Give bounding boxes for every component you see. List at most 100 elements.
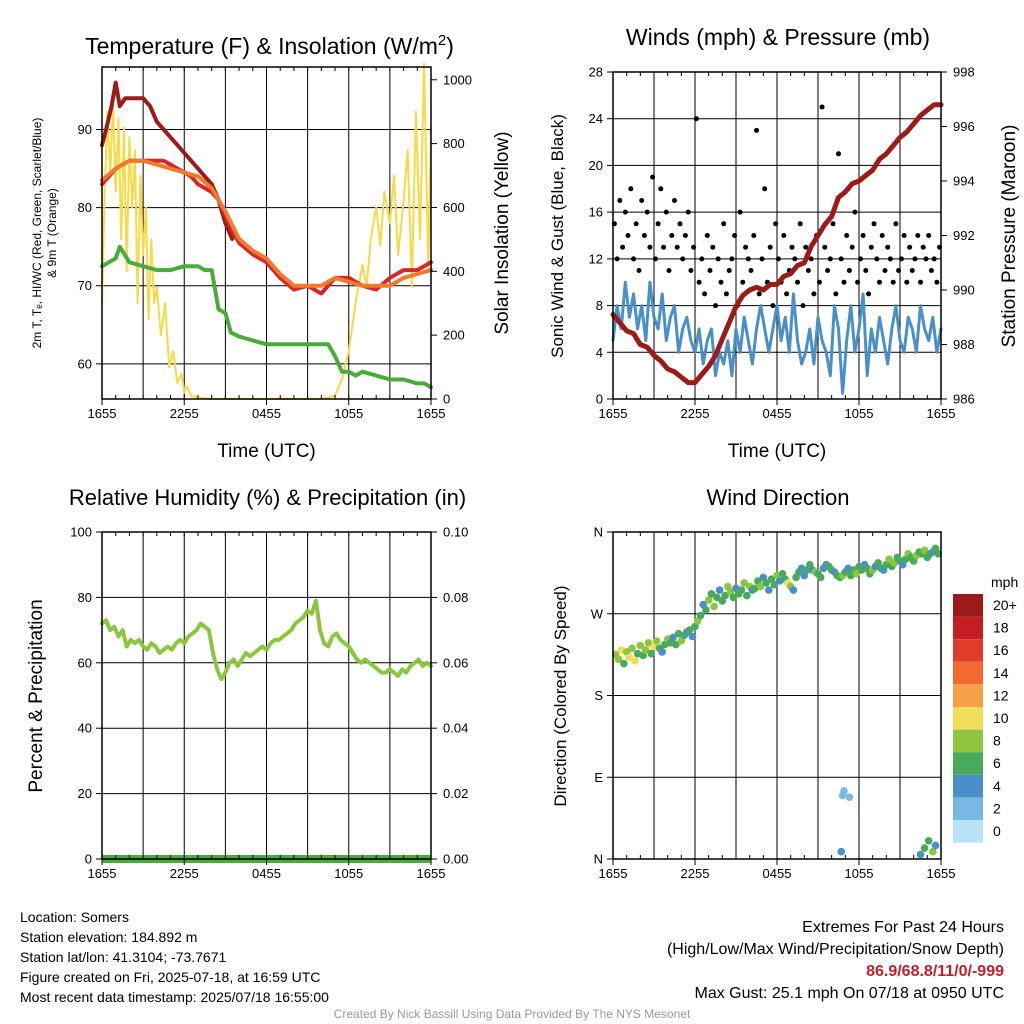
colorbar-label: 4 (993, 778, 1001, 794)
colorbar-swatch (953, 594, 983, 617)
gust-point (816, 279, 822, 285)
direction-point (756, 582, 765, 591)
gust-point (808, 256, 814, 262)
direction-point (920, 546, 929, 554)
gust-point (803, 244, 809, 250)
gust-point (699, 256, 705, 262)
colorbar-swatch (953, 752, 983, 775)
gust-point (800, 303, 806, 309)
location-text: Location: Somers (20, 909, 129, 925)
direction-point (837, 847, 845, 856)
gust-point (710, 244, 716, 250)
gust-point (855, 279, 861, 285)
direction-point (702, 606, 710, 614)
colorbar-label: 2 (993, 800, 1001, 816)
gust-point (896, 268, 902, 273)
direction-point (647, 649, 656, 658)
direction-point (920, 844, 929, 852)
y-tick-label-left: 20 (589, 158, 603, 173)
y-tick-label-left: 80 (78, 590, 92, 605)
gust-point (729, 256, 735, 262)
y-axis-label-right: Station Pressure (Maroon) (999, 125, 1020, 348)
gust-point (650, 174, 656, 180)
direction-point (625, 653, 634, 662)
y-axis-label: Direction (Colored By Speed) (551, 585, 570, 806)
direction-point (644, 639, 653, 647)
y-tick-label-left: 60 (78, 655, 92, 670)
gust-point (923, 256, 929, 262)
recent-text: Most recent data timestamp: 2025/07/18 1… (20, 989, 329, 1005)
gust-point (718, 279, 724, 285)
y-tick-label-right: 994 (953, 174, 975, 189)
winds-panel: 0 4 8 12 16 20 24 28 986 988 990 992 994 996 998 1655 22… (548, 24, 1020, 462)
gust-point (628, 186, 634, 192)
gust-point (745, 256, 751, 262)
gust-point (871, 221, 877, 227)
direction-point (710, 602, 718, 611)
gust-point (704, 233, 710, 238)
y-tick-label-right: 0.10 (443, 525, 468, 540)
gust-point (852, 209, 858, 215)
direction-point (929, 847, 937, 856)
gust-point (677, 221, 683, 227)
y-tick-label-left: 100 (70, 525, 92, 540)
gust-point (928, 268, 934, 273)
y-tick-label-left: 90 (78, 122, 92, 137)
direction-point (628, 644, 636, 653)
temperature-panel: 60 70 80 90 0 200 400 600 800 1000 1655 2255 0455 105… (30, 32, 513, 462)
gust-point (759, 256, 765, 262)
gust-point (723, 291, 729, 297)
x-tick-label: 1655 (88, 406, 117, 421)
y-tick-label-right: 0.00 (443, 852, 468, 867)
gust-point (740, 279, 746, 285)
colorbar-label: 12 (993, 687, 1009, 703)
direction-point (614, 655, 623, 663)
gust-point (655, 221, 661, 227)
direction-point (658, 648, 666, 656)
direction-point (620, 659, 628, 668)
gust-point (912, 256, 918, 262)
gust-point (617, 198, 623, 203)
gust-point (751, 233, 757, 238)
gust-point (890, 279, 896, 285)
gust-point (688, 268, 694, 273)
y-tick-label-left: W (591, 606, 604, 621)
chart-title: Temperature (F) & Insolation (W/m2) (85, 32, 454, 59)
colorbar-label: 18 (993, 620, 1009, 636)
gust-point (874, 256, 880, 262)
direction-point (696, 611, 705, 620)
x-tick-label: 2255 (681, 406, 710, 421)
y-tick-label-right: 0 (443, 392, 450, 407)
series-line-station-pressure (610, 102, 944, 386)
series-line-sonic-wind (611, 280, 943, 395)
series-line-9m-temperature (100, 158, 433, 288)
direction-point (765, 586, 773, 594)
gust-point (805, 268, 811, 273)
colorbar-swatch (953, 684, 983, 707)
gust-point (811, 291, 817, 297)
direction-point (652, 637, 661, 645)
gust-point (909, 268, 915, 273)
gust-point (907, 244, 913, 250)
gust-point (781, 233, 787, 238)
y-tick-label-right: 0.06 (443, 655, 468, 670)
colorbar-swatch (953, 639, 983, 662)
gust-point (631, 256, 636, 262)
direction-point (688, 632, 697, 641)
colorbar-swatch (953, 774, 983, 798)
y-tick-label-left: 0 (596, 392, 603, 407)
gust-point (726, 268, 732, 273)
gust-point (685, 209, 691, 215)
x-tick-label: 0455 (252, 406, 281, 421)
gust-point (904, 279, 910, 285)
colorbar-swatch (953, 797, 983, 820)
gust-point (663, 209, 669, 215)
gust-point (748, 268, 754, 273)
gust-point (680, 256, 686, 262)
gust-point (658, 186, 664, 192)
gust-point (918, 279, 923, 285)
y-tick-label-right: 996 (953, 119, 975, 134)
x-tick-label: 2255 (681, 866, 710, 881)
